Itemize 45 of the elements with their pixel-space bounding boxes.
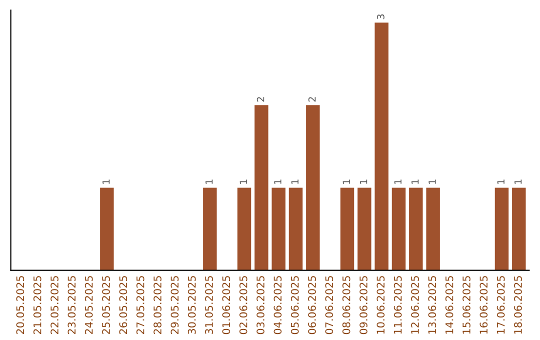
data-label: 2 [308,97,316,102]
data-label: 1 [206,180,213,184]
x-tick-label: 29.05.2025 [170,276,179,334]
x-tick-label: 18.06.2025 [514,276,522,334]
data-label: 1 [360,180,368,184]
data-label: 1 [240,180,247,184]
x-tick-label: 31.05.2025 [205,276,213,334]
x-tick-label: 23.05.2025 [68,276,76,334]
x-tick-label: 09.06.2025 [360,276,368,334]
x-tick-label: 26.05.2025 [119,276,128,334]
x-tick-label: 30.05.2025 [188,276,196,334]
x-tick-label: 01.06.2025 [222,276,230,334]
data-label: 2 [256,97,264,102]
x-tick-label: 14.06.2025 [445,276,454,334]
x-tick-label: 10.06.2025 [376,276,385,334]
x-tick-label: 20.05.2025 [16,276,24,334]
x-tick-label: 05.06.2025 [290,276,299,334]
data-label: 1 [394,180,402,184]
x-tick-label: 12.06.2025 [411,276,419,334]
data-label: 1 [274,180,282,184]
x-tick-label: 21.05.2025 [33,276,42,334]
x-tick-label: 04.06.2025 [274,276,282,334]
x-tick-label: 27.05.2025 [136,276,144,334]
data-label: 1 [514,180,522,184]
x-tick-label: 28.05.2025 [154,276,162,334]
x-tick-label: 24.05.2025 [84,276,93,334]
data-label: 3 [377,14,384,20]
data-label: 1 [342,180,350,184]
x-tick-label: 06.06.2025 [308,276,316,334]
x-tick-label: 08.06.2025 [342,276,350,334]
x-tick-label: 25.05.2025 [102,276,110,334]
data-label: 1 [428,180,436,184]
x-tick-label: 15.06.2025 [462,276,470,334]
data-label: 1 [497,180,504,184]
x-tick-label: 11.06.2025 [394,276,402,334]
x-tick-label: 17.06.2025 [496,276,505,334]
data-label: 1 [412,180,419,184]
x-tick-label: 16.06.2025 [480,276,488,334]
x-tick-label: 22.05.2025 [50,276,58,334]
x-tick-label: 02.06.2025 [239,276,248,334]
data-label: 1 [102,180,110,184]
x-tick-label: 03.06.2025 [256,276,264,334]
x-tick-label: 13.06.2025 [428,276,436,334]
data-label: 1 [291,180,298,184]
x-tick-label: 07.06.2025 [325,276,334,334]
